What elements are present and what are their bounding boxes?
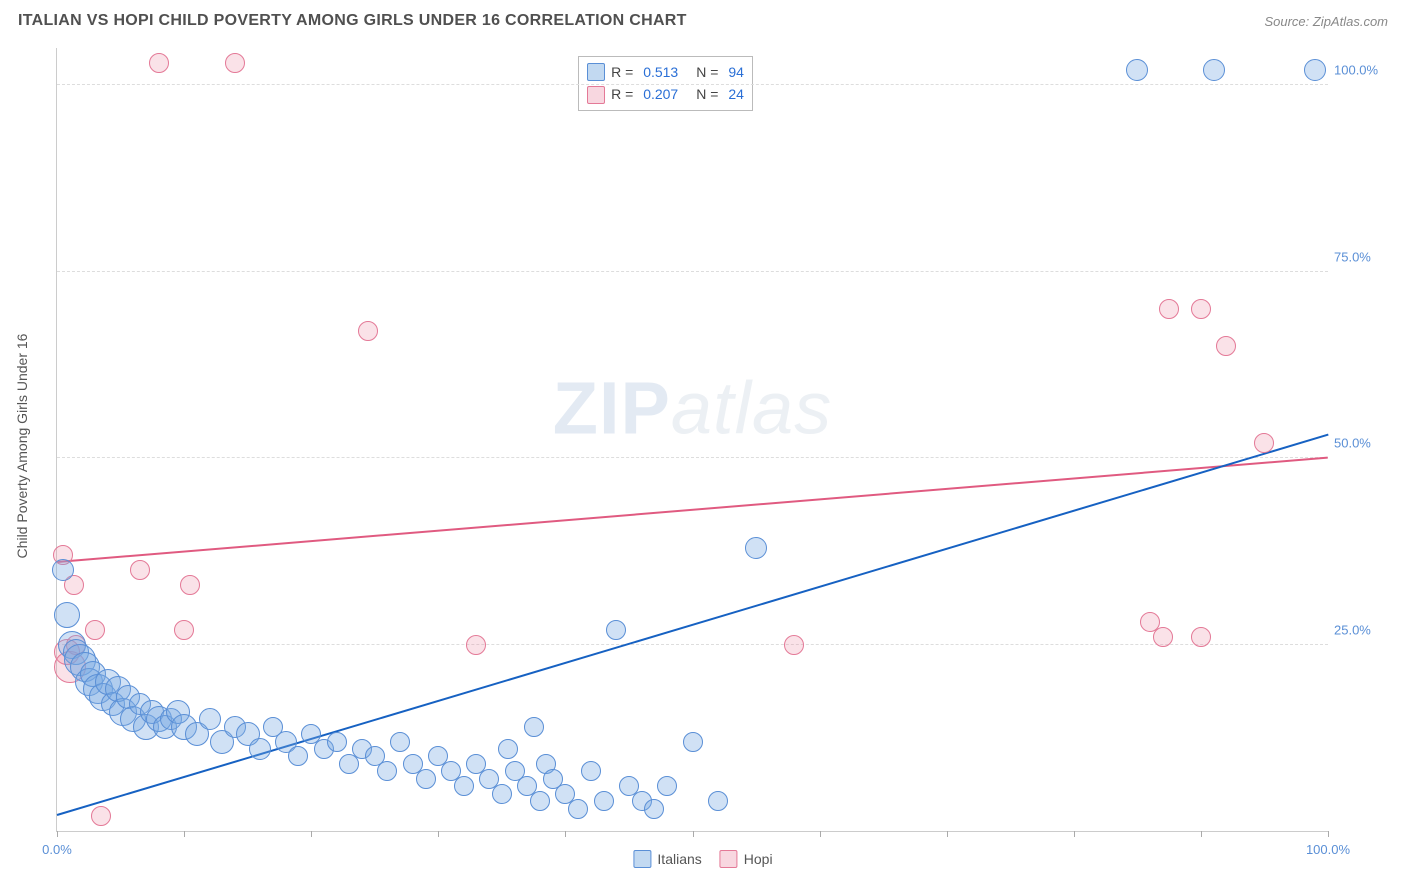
stats-row-italians: R = 0.513 N = 94 [587,61,744,83]
regression-line-italians [57,434,1329,816]
source-credit: Source: ZipAtlas.com [1264,14,1388,29]
y-tick-label: 100.0% [1334,63,1390,78]
data-point-italians [454,776,474,796]
data-point-italians [683,732,703,752]
data-point-italians [1126,59,1148,81]
n-value-italians: 94 [728,61,744,83]
legend-label-hopi: Hopi [744,851,773,867]
swatch-hopi-icon [720,850,738,868]
x-tick-label: 100.0% [1306,842,1350,857]
data-point-italians [657,776,677,796]
x-tick [311,831,312,837]
data-point-italians [199,708,221,730]
data-point-italians [524,717,544,737]
legend-item-italians: Italians [633,850,701,868]
data-point-hopi [358,321,378,341]
data-point-hopi [1159,299,1179,319]
data-point-italians [745,537,767,559]
data-point-italians [492,784,512,804]
data-point-italians [1304,59,1326,81]
x-tick [1328,831,1329,837]
y-tick-label: 25.0% [1334,622,1390,637]
data-point-hopi [1191,299,1211,319]
data-point-hopi [1216,336,1236,356]
data-point-hopi [1254,433,1274,453]
data-point-italians [581,761,601,781]
stats-row-hopi: R = 0.207 N = 24 [587,83,744,105]
r-value-italians: 0.513 [643,61,678,83]
x-tick [947,831,948,837]
y-tick-label: 50.0% [1334,436,1390,451]
n-value-hopi: 24 [728,83,744,105]
y-tick-label: 75.0% [1334,249,1390,264]
data-point-italians [390,732,410,752]
data-point-hopi [784,635,804,655]
data-point-hopi [130,560,150,580]
x-tick-label: 0.0% [42,842,72,857]
data-point-italians [377,761,397,781]
data-point-hopi [85,620,105,640]
data-point-hopi [1153,627,1173,647]
gridline [57,271,1328,272]
data-point-italians [498,739,518,759]
x-tick [438,831,439,837]
x-tick [1201,831,1202,837]
x-tick [693,831,694,837]
data-point-italians [594,791,614,811]
data-point-italians [52,559,74,581]
data-point-italians [708,791,728,811]
data-point-italians [644,799,664,819]
watermark-text: ZIPatlas [553,366,832,451]
legend-item-hopi: Hopi [720,850,773,868]
data-point-italians [606,620,626,640]
data-point-hopi [1191,627,1211,647]
data-point-hopi [225,53,245,73]
data-point-italians [416,769,436,789]
legend-label-italians: Italians [657,851,701,867]
regression-line-hopi [57,456,1328,562]
data-point-hopi [180,575,200,595]
data-point-italians [327,732,347,752]
x-tick [1074,831,1075,837]
data-point-italians [54,602,80,628]
data-point-hopi [91,806,111,826]
y-axis-label: Child Poverty Among Girls Under 16 [14,334,30,559]
x-tick [565,831,566,837]
data-point-italians [249,738,271,760]
data-point-hopi [174,620,194,640]
data-point-italians [288,746,308,766]
swatch-italians-icon [633,850,651,868]
data-point-italians [530,791,550,811]
data-point-hopi [466,635,486,655]
gridline [57,84,1328,85]
legend: Italians Hopi [633,850,772,868]
x-tick [184,831,185,837]
scatter-chart: ZIPatlas R = 0.513 N = 94 R = 0.207 N = … [56,48,1328,832]
r-value-hopi: 0.207 [643,83,678,105]
data-point-italians [1203,59,1225,81]
chart-title: ITALIAN VS HOPI CHILD POVERTY AMONG GIRL… [18,12,687,30]
x-tick [820,831,821,837]
data-point-italians [568,799,588,819]
x-tick [57,831,58,837]
swatch-hopi-icon [587,86,605,104]
data-point-hopi [149,53,169,73]
gridline [57,457,1328,458]
swatch-italians-icon [587,63,605,81]
gridline [57,644,1328,645]
